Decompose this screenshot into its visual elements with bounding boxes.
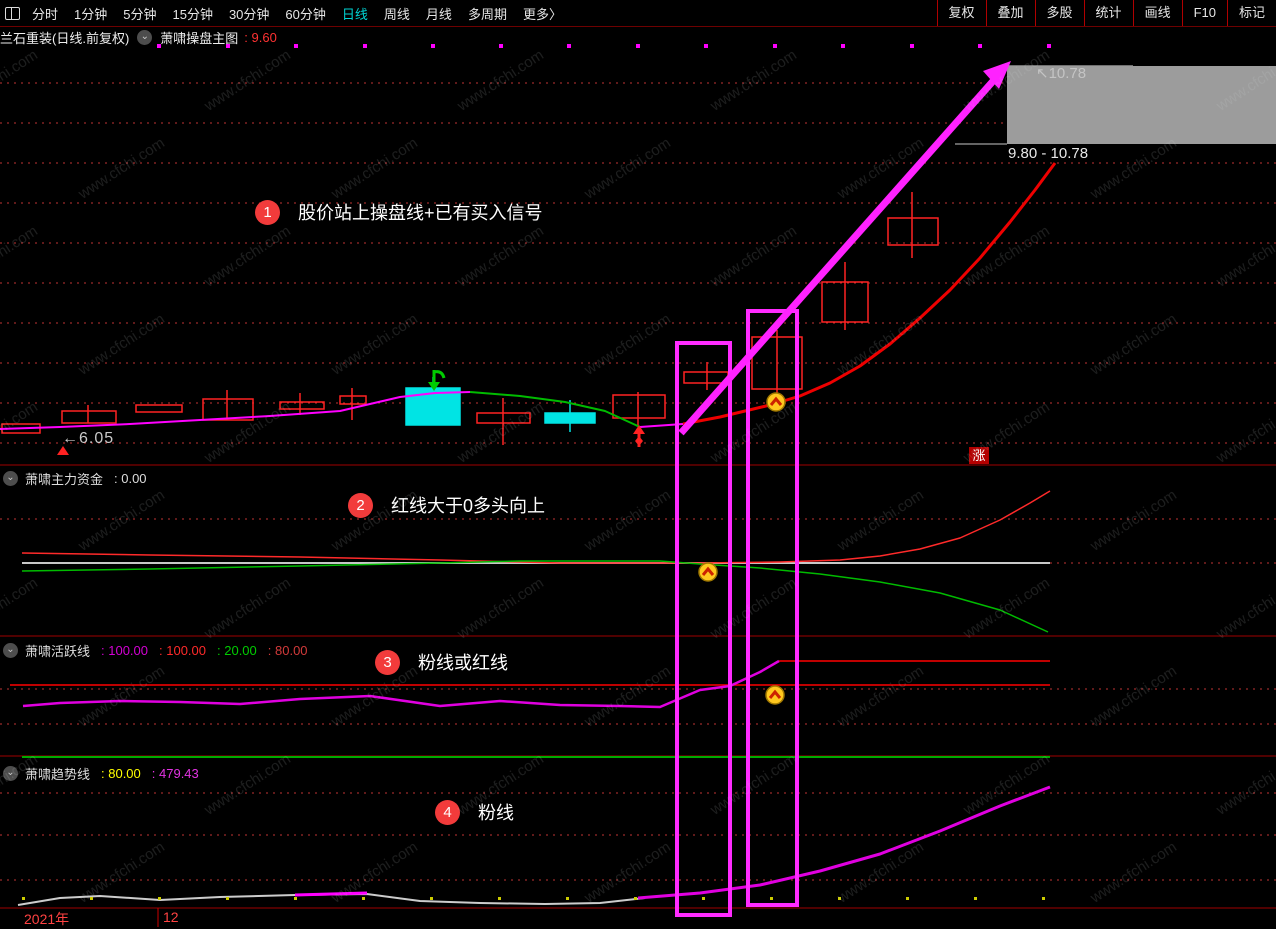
panel-fund-name[interactable]: 萧啸主力资金 (25, 469, 103, 488)
candle-body (613, 395, 665, 418)
annotation-2: 2 红线大于0多头向上 (348, 492, 545, 518)
annotation-3-number: 3 (375, 650, 400, 675)
period-tab[interactable]: 多周期 (468, 4, 507, 23)
candle-body (62, 411, 116, 423)
marker-dot (566, 897, 569, 900)
title-bar: 兰石重装(日线.前复权) ⌄ 萧啸操盘主图 : 9.60 (0, 27, 1276, 48)
toolbar-button[interactable]: 标记 (1227, 0, 1276, 26)
annotation-1-text: 股价站上操盘线+已有买入信号 (298, 199, 543, 225)
marker-dot (838, 897, 841, 900)
panel-trend-name[interactable]: 萧啸趋势线 (25, 764, 90, 783)
marker-dot (294, 897, 297, 900)
period-tab[interactable]: 15分钟 (172, 4, 212, 23)
panel-trend-header: ⌄ 萧啸趋势线 : 80.00 : 479.43 (3, 764, 199, 783)
indicator-line (22, 561, 1048, 632)
period-tab[interactable]: 30分钟 (229, 4, 269, 23)
panel-trend-value-1: : 80.00 (101, 766, 141, 781)
toolbar-button[interactable]: 画线 (1133, 0, 1182, 26)
marker-dot (906, 897, 909, 900)
marker-dot (1042, 897, 1045, 900)
period-tab[interactable]: 月线 (426, 4, 452, 23)
period-tab[interactable]: 1分钟 (74, 4, 107, 23)
stock-title: 兰石重装(日线.前复权) (0, 28, 129, 47)
annotation-2-number: 2 (348, 493, 373, 518)
candle-body (136, 405, 182, 412)
axis-year-label: 2021年 (24, 909, 69, 929)
axis-month-label: 12 (163, 909, 179, 925)
panel-active-value-3: : 20.00 (217, 643, 257, 658)
price-range-label: 9.80 - 10.78 (1008, 145, 1088, 162)
period-tab[interactable]: 日线 (342, 4, 368, 23)
marker-dot (770, 897, 773, 900)
buy-arrow-icon (635, 436, 643, 446)
annotation-1: 1 股价站上操盘线+已有买入信号 (255, 199, 543, 225)
marker-dot (498, 897, 501, 900)
period-tab[interactable]: 5分钟 (123, 4, 156, 23)
indicator-name[interactable]: 萧啸操盘主图 (160, 28, 238, 47)
indicator-line (18, 894, 645, 905)
low-price-label: ←6.05 (62, 430, 114, 448)
zhang-badge: 涨 (969, 447, 989, 464)
gold-signal-icon (766, 686, 784, 704)
marker-dot (158, 897, 161, 900)
tooltip-price-label: ↖10.78 (1036, 64, 1086, 82)
candle-body (545, 413, 595, 423)
annotation-1-number: 1 (255, 200, 280, 225)
candle-body (684, 372, 728, 383)
annotation-3: 3 粉线或红线 (375, 649, 508, 675)
period-tab[interactable]: 60分钟 (285, 4, 325, 23)
toolbar-button[interactable]: 复权 (937, 0, 986, 26)
marker-dot (702, 897, 705, 900)
panel-trend-value-2: : 479.43 (152, 766, 199, 781)
gold-signal-icon (699, 563, 717, 581)
toolbar-button[interactable]: F10 (1182, 0, 1227, 26)
panel-fund-value: : 0.00 (114, 471, 147, 486)
indicator-line (638, 787, 1050, 898)
chevron-circle-icon[interactable]: ⌄ (137, 30, 152, 45)
period-tab[interactable]: 周线 (384, 4, 410, 23)
period-tabs: 分时 1分钟 5分钟 15分钟 30分钟 60分钟日线周线月线多周期更多〉 (32, 4, 578, 23)
arrow-upleft-icon: ↖ (1036, 65, 1049, 82)
annotation-4-text: 粉线 (478, 799, 514, 825)
panel-active-value-1: : 100.00 (101, 643, 148, 658)
panel-active-header: ⌄ 萧啸活跃线 : 100.00 : 100.00 : 20.00 : 80.0… (3, 641, 308, 660)
panel-active-value-2: : 100.00 (159, 643, 206, 658)
candle-body (888, 218, 938, 245)
period-tab[interactable]: 分时 (32, 4, 58, 23)
marker-dot (226, 897, 229, 900)
panel-active-name[interactable]: 萧啸活跃线 (25, 641, 90, 660)
annotation-3-text: 粉线或红线 (418, 649, 508, 675)
indicator-line (683, 163, 1055, 424)
indicator-value: : 9.60 (244, 30, 277, 45)
toolbar-button[interactable]: 多股 (1035, 0, 1084, 26)
chevron-circle-icon[interactable]: ⌄ (3, 643, 18, 658)
marker-dot (430, 897, 433, 900)
annotation-4: 4 粉线 (435, 799, 514, 825)
marker-dot (22, 897, 25, 900)
chevron-circle-icon[interactable]: ⌄ (3, 766, 18, 781)
panel-active-value-4: : 80.00 (268, 643, 308, 658)
annotation-4-number: 4 (435, 800, 460, 825)
toolbar-button[interactable]: 统计 (1084, 0, 1133, 26)
indicator-line (295, 893, 367, 895)
split-window-icon[interactable] (5, 7, 20, 20)
period-tab[interactable]: 更多〉 (523, 4, 562, 23)
marker-dot (634, 897, 637, 900)
marker-dot (90, 897, 93, 900)
gold-signal-icon (767, 393, 785, 411)
chevron-circle-icon[interactable]: ⌄ (3, 471, 18, 486)
marker-dot (362, 897, 365, 900)
panel-fund-header: ⌄ 萧啸主力资金 : 0.00 (3, 469, 147, 488)
annotation-2-text: 红线大于0多头向上 (391, 492, 545, 518)
marker-dot (974, 897, 977, 900)
toolbar-button[interactable]: 叠加 (986, 0, 1035, 26)
